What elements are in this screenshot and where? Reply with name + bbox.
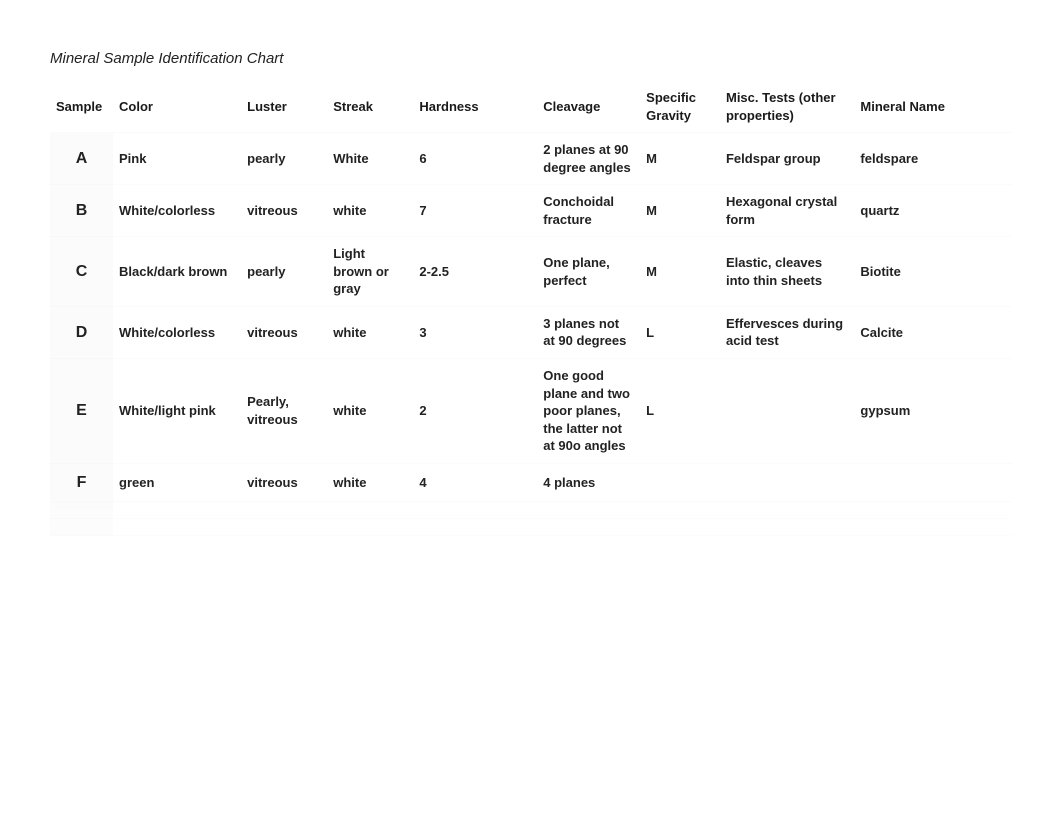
cell-cleavage: One plane, perfect <box>537 237 640 307</box>
col-name: Mineral Name <box>854 81 1012 133</box>
cell-streak <box>327 502 413 519</box>
cell-sg: M <box>640 133 720 185</box>
cell-luster <box>241 502 327 519</box>
cell-misc <box>720 519 854 536</box>
cell-streak: White <box>327 133 413 185</box>
cell-hardness: 2 <box>413 359 537 464</box>
cell-color: green <box>113 463 241 502</box>
cell-misc <box>720 359 854 464</box>
table-header-row: Sample Color Luster Streak Hardness Clea… <box>50 81 1012 133</box>
table-body: APinkpearlyWhite62 planes at 90 degree a… <box>50 133 1012 536</box>
col-hardness: Hardness <box>413 81 537 133</box>
cell-misc: Effervesces during acid test <box>720 306 854 358</box>
table-row: BWhite/colorlessvitreouswhite7Conchoidal… <box>50 185 1012 237</box>
table-row: APinkpearlyWhite62 planes at 90 degree a… <box>50 133 1012 185</box>
cell-streak: Light brown or gray <box>327 237 413 307</box>
col-misc: Misc. Tests (other properties) <box>720 81 854 133</box>
cell-cleavage <box>537 502 640 519</box>
cell-color: White/light pink <box>113 359 241 464</box>
cell-streak: white <box>327 185 413 237</box>
cell-hardness <box>413 519 537 536</box>
cell-streak: white <box>327 463 413 502</box>
cell-luster: vitreous <box>241 306 327 358</box>
cell-luster: Pearly, vitreous <box>241 359 327 464</box>
table-row <box>50 502 1012 519</box>
cell-name: quartz <box>854 185 1012 237</box>
cell-name: feldspare <box>854 133 1012 185</box>
cell-sg: L <box>640 359 720 464</box>
col-luster: Luster <box>241 81 327 133</box>
page-title: Mineral Sample Identification Chart <box>50 50 1012 67</box>
cell-streak: white <box>327 359 413 464</box>
cell-name: gypsum <box>854 359 1012 464</box>
cell-sample: A <box>50 133 113 185</box>
cell-name <box>854 519 1012 536</box>
col-sg: Specific Gravity <box>640 81 720 133</box>
cell-sample: B <box>50 185 113 237</box>
cell-sample: C <box>50 237 113 307</box>
cell-color <box>113 502 241 519</box>
cell-sg: M <box>640 237 720 307</box>
cell-luster <box>241 519 327 536</box>
cell-luster: pearly <box>241 133 327 185</box>
cell-name <box>854 502 1012 519</box>
table-row <box>50 519 1012 536</box>
col-cleavage: Cleavage <box>537 81 640 133</box>
cell-sg: L <box>640 306 720 358</box>
cell-misc: Hexagonal crystal form <box>720 185 854 237</box>
cell-color <box>113 519 241 536</box>
cell-cleavage: One good plane and two poor planes, the … <box>537 359 640 464</box>
mineral-table: Sample Color Luster Streak Hardness Clea… <box>50 81 1012 536</box>
cell-sg <box>640 519 720 536</box>
cell-sg <box>640 502 720 519</box>
cell-cleavage: 3 planes not at 90 degrees <box>537 306 640 358</box>
cell-hardness: 4 <box>413 463 537 502</box>
cell-streak <box>327 519 413 536</box>
cell-sg <box>640 463 720 502</box>
col-color: Color <box>113 81 241 133</box>
cell-color: White/colorless <box>113 306 241 358</box>
cell-luster: vitreous <box>241 463 327 502</box>
cell-cleavage <box>537 519 640 536</box>
cell-hardness: 2-2.5 <box>413 237 537 307</box>
cell-sample: E <box>50 359 113 464</box>
col-streak: Streak <box>327 81 413 133</box>
cell-hardness <box>413 502 537 519</box>
cell-luster: pearly <box>241 237 327 307</box>
cell-cleavage: Conchoidal fracture <box>537 185 640 237</box>
cell-misc: Feldspar group <box>720 133 854 185</box>
cell-hardness: 6 <box>413 133 537 185</box>
cell-color: Black/dark brown <box>113 237 241 307</box>
cell-color: White/colorless <box>113 185 241 237</box>
cell-misc <box>720 463 854 502</box>
cell-sample: F <box>50 463 113 502</box>
cell-misc: Elastic, cleaves into thin sheets <box>720 237 854 307</box>
cell-cleavage: 4 planes <box>537 463 640 502</box>
cell-cleavage: 2 planes at 90 degree angles <box>537 133 640 185</box>
cell-name: Biotite <box>854 237 1012 307</box>
cell-sample <box>50 519 113 536</box>
cell-misc <box>720 502 854 519</box>
cell-color: Pink <box>113 133 241 185</box>
cell-luster: vitreous <box>241 185 327 237</box>
cell-hardness: 7 <box>413 185 537 237</box>
cell-streak: white <box>327 306 413 358</box>
cell-name <box>854 463 1012 502</box>
table-row: DWhite/colorlessvitreouswhite33 planes n… <box>50 306 1012 358</box>
cell-name: Calcite <box>854 306 1012 358</box>
cell-sample: D <box>50 306 113 358</box>
table-row: Fgreenvitreouswhite44 planes <box>50 463 1012 502</box>
table-row: CBlack/dark brownpearlyLight brown or gr… <box>50 237 1012 307</box>
col-sample: Sample <box>50 81 113 133</box>
cell-sample <box>50 502 113 519</box>
table-row: EWhite/light pinkPearly, vitreouswhite2O… <box>50 359 1012 464</box>
cell-hardness: 3 <box>413 306 537 358</box>
cell-sg: M <box>640 185 720 237</box>
